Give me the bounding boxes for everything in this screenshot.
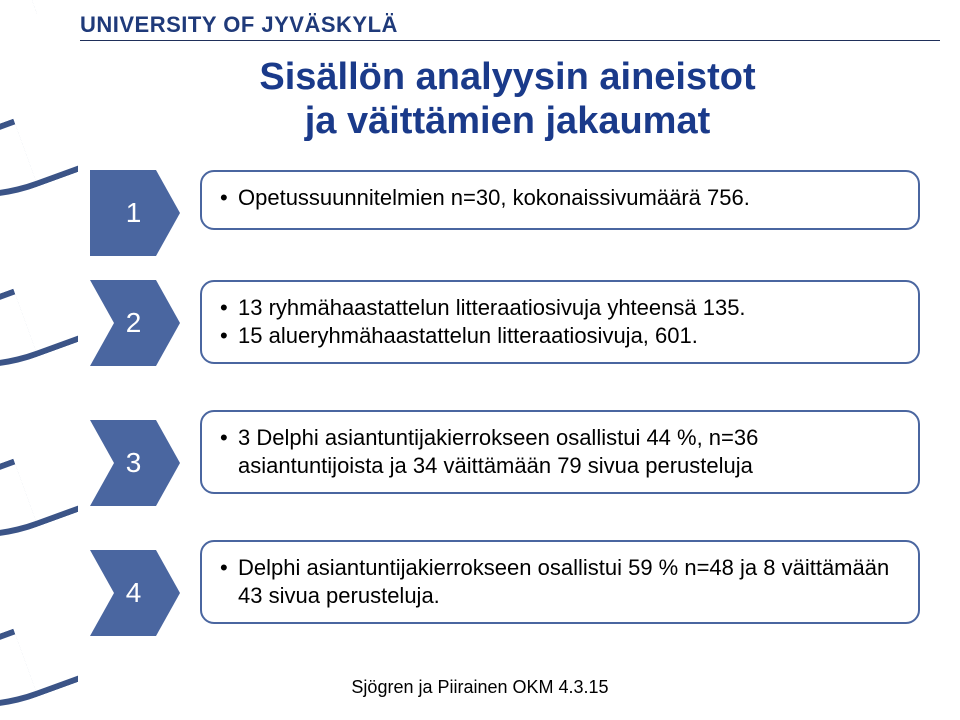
header-bar: UNIVERSITY OF JYVÄSKYLÄ: [80, 12, 940, 41]
bubble-1: •Opetussuunnitelmien n=30, kokonaissivum…: [200, 170, 920, 230]
bullet-text: 13 ryhmähaastattelun litteraatiosivuja y…: [238, 294, 900, 322]
bullet-dot: •: [220, 322, 238, 350]
footer-text: Sjögren ja Piirainen OKM 4.3.15: [0, 677, 960, 698]
list-item: •3 Delphi asiantuntijakierrokseen osalli…: [220, 424, 900, 480]
chevron-1: 1: [90, 170, 176, 256]
bullet-dot: •: [220, 554, 238, 610]
bullet-text: Delphi asiantuntijakierrokseen osallistu…: [238, 554, 900, 610]
chevron-3: 3: [90, 420, 176, 506]
chevron-number: 3: [106, 420, 161, 506]
bubble-2: •13 ryhmähaastattelun litteraatiosivuja …: [200, 280, 920, 364]
list-item: •Opetussuunnitelmien n=30, kokonaissivum…: [220, 184, 900, 212]
bullet-dot: •: [220, 184, 238, 212]
bubble-4: •Delphi asiantuntijakierrokseen osallist…: [200, 540, 920, 624]
bullet-text: 15 alueryhmähaastattelun litteraatiosivu…: [238, 322, 900, 350]
bullet-dot: •: [220, 424, 238, 480]
title-line-2: ja väittämien jakaumat: [115, 100, 900, 144]
slide-title: Sisällön analyysin aineistot ja väittämi…: [115, 56, 900, 143]
bullet-dot: •: [220, 294, 238, 322]
chevron-number: 1: [106, 170, 161, 256]
chevron-2: 2: [90, 280, 176, 366]
bubble-3: •3 Delphi asiantuntijakierrokseen osalli…: [200, 410, 920, 494]
chevron-4: 4: [90, 550, 176, 636]
list-item: •15 alueryhmähaastattelun litteraatiosiv…: [220, 322, 900, 350]
org-name: UNIVERSITY OF JYVÄSKYLÄ: [80, 12, 398, 37]
chevron-number: 4: [106, 550, 161, 636]
list-item: •13 ryhmähaastattelun litteraatiosivuja …: [220, 294, 900, 322]
bullet-text: Opetussuunnitelmien n=30, kokonaissivumä…: [238, 184, 900, 212]
title-line-1: Sisällön analyysin aineistot: [115, 56, 900, 100]
logo-feathers: [0, 0, 78, 720]
bullet-text: 3 Delphi asiantuntijakierrokseen osallis…: [238, 424, 900, 480]
list-item: •Delphi asiantuntijakierrokseen osallist…: [220, 554, 900, 610]
chevron-number: 2: [106, 280, 161, 366]
